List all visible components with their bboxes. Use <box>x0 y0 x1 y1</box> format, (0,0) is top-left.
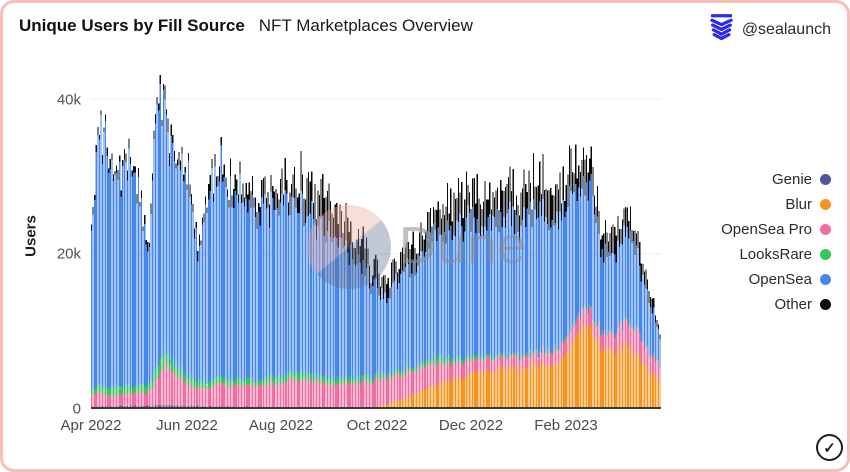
x-tick-oct-2022: Oct 2022 <box>346 417 408 434</box>
bars-group <box>91 75 661 409</box>
x-tick-feb-2023: Feb 2023 <box>534 417 598 434</box>
y-tick-0: 0 <box>72 400 81 418</box>
sealaunch-logo-icon <box>710 14 733 45</box>
legend-dot-looksrare <box>820 249 831 260</box>
stacked-bar-plot[interactable] <box>91 63 661 409</box>
legend-dot-other <box>820 299 831 310</box>
legend-item-other: Other <box>721 292 831 317</box>
account-name: @sealaunch <box>741 20 831 38</box>
legend-dot-blur <box>820 199 831 210</box>
legend-label: Blur <box>785 196 812 213</box>
legend-label: Genie <box>771 171 812 188</box>
chart-title: Unique Users by Fill Source <box>19 16 245 35</box>
legend-dot-opensea <box>820 274 831 285</box>
legend-item-looksrare: LooksRare <box>721 242 831 267</box>
legend-item-blur: Blur <box>721 192 831 217</box>
legend-dot-opensea-pro <box>820 224 831 235</box>
legend-label: LooksRare <box>739 246 812 263</box>
header: Unique Users by Fill Source NFT Marketpla… <box>19 16 473 36</box>
legend-label: Other <box>774 296 812 313</box>
legend: Genie Blur OpenSea Pro LooksRare OpenSea… <box>721 167 831 317</box>
legend-item-opensea-pro: OpenSea Pro <box>721 217 831 242</box>
legend-dot-genie <box>820 174 831 185</box>
legend-item-opensea: OpenSea <box>721 267 831 292</box>
chart-subtitle: NFT Marketplaces Overview <box>258 16 473 35</box>
x-tick-dec-2022: Dec 2022 <box>438 417 504 434</box>
legend-label: OpenSea <box>748 271 812 288</box>
x-tick-jun-2022: Jun 2022 <box>156 417 218 434</box>
y-tick-20k: 20k <box>56 245 81 263</box>
x-tick-apr-2022: Apr 2022 <box>60 417 122 434</box>
account-badge: @sealaunch <box>710 14 831 45</box>
legend-label: OpenSea Pro <box>721 221 812 238</box>
x-tick-aug-2022: Aug 2022 <box>248 417 314 434</box>
y-tick-40k: 40k <box>56 91 81 109</box>
legend-item-genie: Genie <box>721 167 831 192</box>
check-circle-button[interactable]: ✓ <box>816 434 843 461</box>
